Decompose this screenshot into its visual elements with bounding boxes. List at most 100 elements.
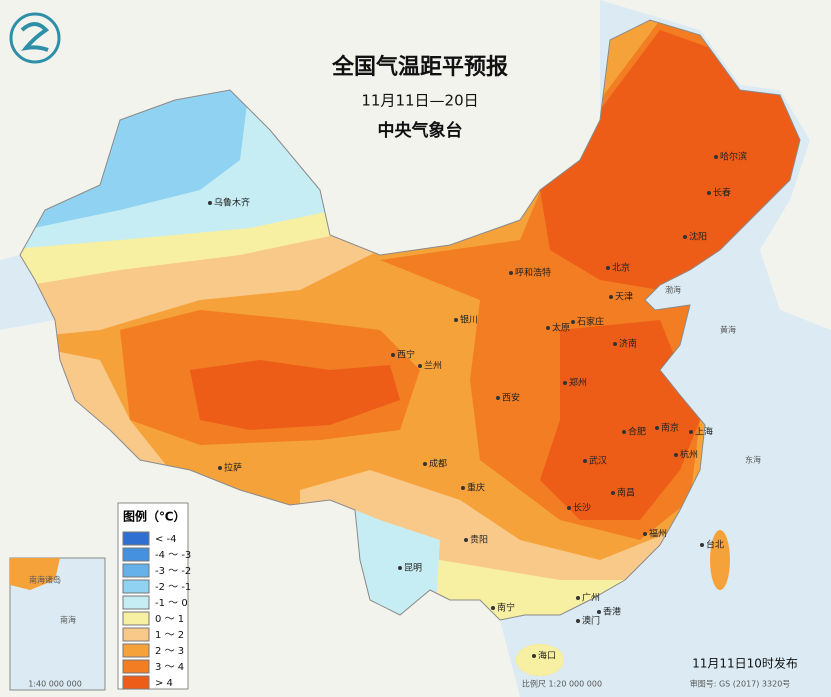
city-label: 成都 — [429, 458, 447, 470]
city-label: 武汉 — [589, 455, 607, 467]
legend-label: 1 ～ 2 — [155, 630, 184, 641]
legend-swatch — [122, 643, 150, 658]
city-label: 兰州 — [424, 360, 442, 372]
inset-land — [10, 558, 60, 590]
legend-title: 图例（℃） — [123, 509, 186, 524]
inset-label: 南海诸岛 — [29, 575, 61, 585]
city-dot — [218, 466, 222, 470]
city-dot — [418, 364, 422, 368]
city-label: 台北 — [706, 539, 724, 551]
city-label: 哈尔滨 — [720, 151, 747, 163]
city-dot — [674, 453, 678, 457]
city-dot — [461, 486, 465, 490]
city-label: 天津 — [615, 292, 633, 303]
legend-label: < -4 — [155, 534, 177, 545]
city-label: 上海 — [695, 426, 713, 438]
legend-label: > 4 — [155, 678, 173, 689]
city-label: 郑州 — [569, 377, 587, 389]
legend-swatch — [122, 659, 150, 674]
city-dot — [546, 326, 550, 330]
temp-zone — [190, 360, 400, 430]
city-dot — [714, 155, 718, 159]
city-label: 昆明 — [404, 563, 422, 574]
legend-label: -1 ～ 0 — [155, 598, 188, 609]
city-dot — [509, 271, 513, 275]
sea-label: 东海 — [745, 455, 761, 465]
city-dot — [643, 532, 647, 536]
city-label: 西宁 — [397, 349, 415, 361]
inset-scale: 1:40 000 000 — [28, 680, 82, 689]
city-label: 呼和浩特 — [515, 267, 551, 279]
city-dot — [613, 342, 617, 346]
city-dot — [609, 295, 613, 299]
city-label: 乌鲁木齐 — [214, 197, 250, 209]
temp-zone — [540, 30, 800, 290]
city-label: 沈阳 — [689, 231, 707, 243]
logo-mark — [20, 22, 50, 52]
city-label: 石家庄 — [577, 316, 604, 328]
city-dot — [689, 430, 693, 434]
city-label: 福州 — [649, 528, 667, 540]
city-dot — [423, 462, 427, 466]
map-title: 全国气温距平预报 — [331, 54, 508, 80]
city-dot — [454, 318, 458, 322]
city-dot — [700, 543, 704, 547]
city-label: 拉萨 — [224, 462, 242, 474]
sea-label: 南海 — [60, 615, 76, 625]
city-label: 北京 — [612, 262, 630, 274]
issued: 11月11日10时发布 — [692, 656, 798, 671]
legend-swatch — [122, 579, 150, 594]
city-dot — [576, 619, 580, 623]
agency: 中央气象台 — [378, 120, 463, 141]
city-label: 广州 — [582, 592, 600, 604]
neighbor-land — [0, 0, 600, 260]
city-dot — [563, 381, 567, 385]
legend-swatch — [122, 563, 150, 578]
city-label: 太原 — [552, 322, 570, 334]
legend-swatch — [122, 531, 150, 546]
legend-label: 3 ～ 4 — [155, 662, 184, 673]
legend-label: 0 ～ 1 — [155, 614, 184, 625]
city-dot — [583, 459, 587, 463]
city-label: 南京 — [661, 422, 679, 434]
map-number: 审图号: GS (2017) 3320号 — [690, 679, 791, 689]
city-dot — [611, 491, 615, 495]
legend-label: -2 ～ -1 — [155, 582, 191, 593]
legend-label: -4 ～ -3 — [155, 550, 191, 561]
city-label: 海口 — [538, 650, 556, 662]
city-label: 香港 — [603, 606, 621, 618]
city-dot — [398, 566, 402, 570]
legend-swatch — [122, 595, 150, 610]
city-label: 南昌 — [617, 487, 635, 499]
neighbor-land — [600, 0, 831, 330]
sea-label: 渤海 — [665, 285, 681, 295]
scale: 比例尺 1:20 000 000 — [522, 679, 602, 689]
legend-swatch — [122, 547, 150, 562]
city-dot — [464, 538, 468, 542]
city-label: 西安 — [502, 392, 520, 404]
legend-swatch — [122, 611, 150, 626]
city-label: 长沙 — [573, 502, 591, 514]
city-dot — [208, 201, 212, 205]
map-subtitle: 11月11日—20日 — [361, 92, 478, 110]
city-dot — [496, 396, 500, 400]
city-dot — [707, 191, 711, 195]
city-label: 济南 — [619, 338, 637, 350]
city-label: 重庆 — [467, 482, 485, 494]
legend-swatch — [122, 675, 150, 690]
legend-label: 2 ～ 3 — [155, 646, 184, 657]
city-dot — [532, 654, 536, 658]
city-dot — [576, 596, 580, 600]
city-dot — [597, 610, 601, 614]
city-label: 南宁 — [497, 602, 515, 614]
legend-swatch — [122, 627, 150, 642]
city-dot — [391, 353, 395, 357]
legend-label: -3 ～ -2 — [155, 566, 191, 577]
city-dot — [622, 430, 626, 434]
city-dot — [683, 235, 687, 239]
city-dot — [567, 506, 571, 510]
sea-label: 黄海 — [720, 325, 736, 335]
city-label: 长春 — [713, 187, 731, 199]
city-label: 贵阳 — [470, 534, 488, 546]
